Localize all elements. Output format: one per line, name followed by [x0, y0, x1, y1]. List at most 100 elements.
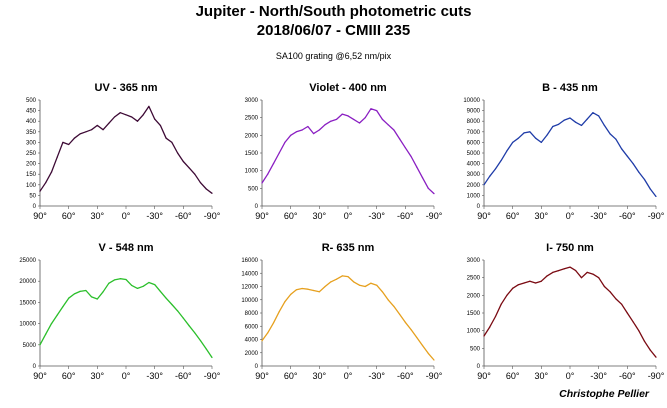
data-point — [267, 173, 269, 175]
x-tick-label: 60° — [506, 211, 520, 221]
y-tick-label: 6000 — [467, 140, 481, 146]
data-point — [609, 133, 611, 135]
data-point — [188, 325, 190, 327]
data-point — [284, 141, 286, 143]
series-line — [483, 112, 657, 197]
x-tick-label: 90° — [255, 371, 269, 381]
data-point — [358, 122, 361, 124]
data-point — [621, 148, 623, 150]
y-tick-label: 400 — [26, 119, 37, 125]
data-point — [638, 330, 640, 332]
data-point — [68, 297, 70, 299]
series-line — [483, 266, 657, 358]
y-tick-label: 300 — [26, 140, 37, 146]
data-point — [45, 333, 47, 335]
data-point — [159, 124, 161, 127]
data-point — [199, 182, 202, 184]
y-tick-label: 0 — [477, 364, 481, 370]
data-point — [592, 112, 594, 114]
data-point — [586, 118, 588, 120]
chart-title: UV - 365 nm — [95, 82, 158, 94]
data-point — [489, 326, 491, 328]
main-title: Jupiter - North/South photometric cuts — [195, 3, 472, 20]
y-tick-label: 2500 — [245, 116, 259, 122]
data-point — [592, 273, 594, 275]
data-point — [494, 168, 497, 170]
data-point — [142, 114, 144, 116]
x-tick-label: 0° — [344, 371, 353, 381]
data-point — [113, 279, 116, 281]
y-tick-label: 150 — [26, 172, 37, 178]
x-tick-label: 60° — [284, 371, 298, 381]
data-point — [649, 188, 651, 190]
y-tick-label: 1000 — [467, 329, 481, 335]
y-tick-label: 1000 — [467, 193, 481, 199]
x-tick-label: -60° — [619, 371, 636, 381]
data-point — [347, 275, 349, 278]
data-point — [131, 284, 133, 287]
data-point — [626, 155, 628, 157]
x-tick-label: 90° — [33, 211, 47, 221]
data-point — [85, 289, 87, 292]
chart-title: B - 435 nm — [542, 82, 598, 94]
x-tick-label: 0° — [566, 211, 575, 221]
data-point — [421, 344, 424, 347]
data-point — [91, 129, 93, 131]
y-tick-label: 0 — [33, 364, 37, 370]
data-point — [381, 291, 383, 293]
x-tick-label: 0° — [566, 371, 575, 381]
data-point — [324, 285, 326, 288]
y-tick-label: 0 — [33, 204, 37, 210]
data-point — [211, 192, 213, 194]
data-point — [580, 277, 583, 279]
data-point — [56, 314, 58, 316]
data-point — [73, 293, 75, 295]
y-tick-label: 200 — [26, 162, 37, 168]
chart-panel-b: B - 435 nm 0 1000 2000 3000 4000 5000 6000 7000 8… — [444, 78, 666, 238]
data-point — [483, 335, 485, 337]
data-point — [546, 134, 548, 136]
data-point — [557, 270, 560, 272]
data-point — [194, 173, 196, 175]
data-point — [615, 138, 617, 140]
data-point — [45, 182, 47, 184]
data-point — [171, 141, 173, 143]
data-point — [552, 271, 554, 273]
data-point — [119, 112, 121, 114]
data-point — [335, 118, 338, 121]
data-point — [96, 124, 98, 127]
x-tick-label: -90° — [426, 371, 443, 381]
data-point — [62, 141, 64, 143]
y-tick-label: 7000 — [467, 130, 481, 136]
chart-panel-r: R- 635 nm 0 2000 4000 6000 8000 10000 12000 1400… — [222, 238, 444, 398]
x-tick-label: 60° — [284, 211, 298, 221]
data-point — [517, 137, 519, 139]
series-line — [39, 105, 213, 194]
y-tick-label: 1500 — [467, 311, 481, 317]
x-tick-label: 90° — [477, 211, 491, 221]
data-point — [603, 285, 605, 288]
data-point — [421, 177, 424, 179]
data-point — [56, 156, 58, 158]
data-point — [154, 283, 156, 286]
data-point — [540, 280, 542, 282]
data-point — [626, 312, 628, 314]
data-point — [341, 113, 343, 115]
x-tick-label: -90° — [204, 371, 221, 381]
y-tick-label: 1000 — [245, 169, 259, 175]
series-line — [261, 275, 435, 361]
data-point — [500, 303, 502, 305]
y-tick-label: 0 — [477, 204, 481, 210]
data-point — [341, 275, 343, 277]
x-tick-label: -60° — [175, 211, 192, 221]
data-point — [205, 348, 207, 350]
data-point — [598, 115, 600, 117]
y-tick-label: 25000 — [19, 258, 36, 264]
data-point — [410, 328, 412, 331]
data-point — [96, 298, 98, 300]
data-point — [91, 296, 93, 298]
data-point — [102, 129, 104, 131]
data-point — [506, 150, 508, 152]
data-point — [529, 280, 531, 282]
grating-note: SA100 grating @6,52 nm/pix — [275, 51, 392, 61]
